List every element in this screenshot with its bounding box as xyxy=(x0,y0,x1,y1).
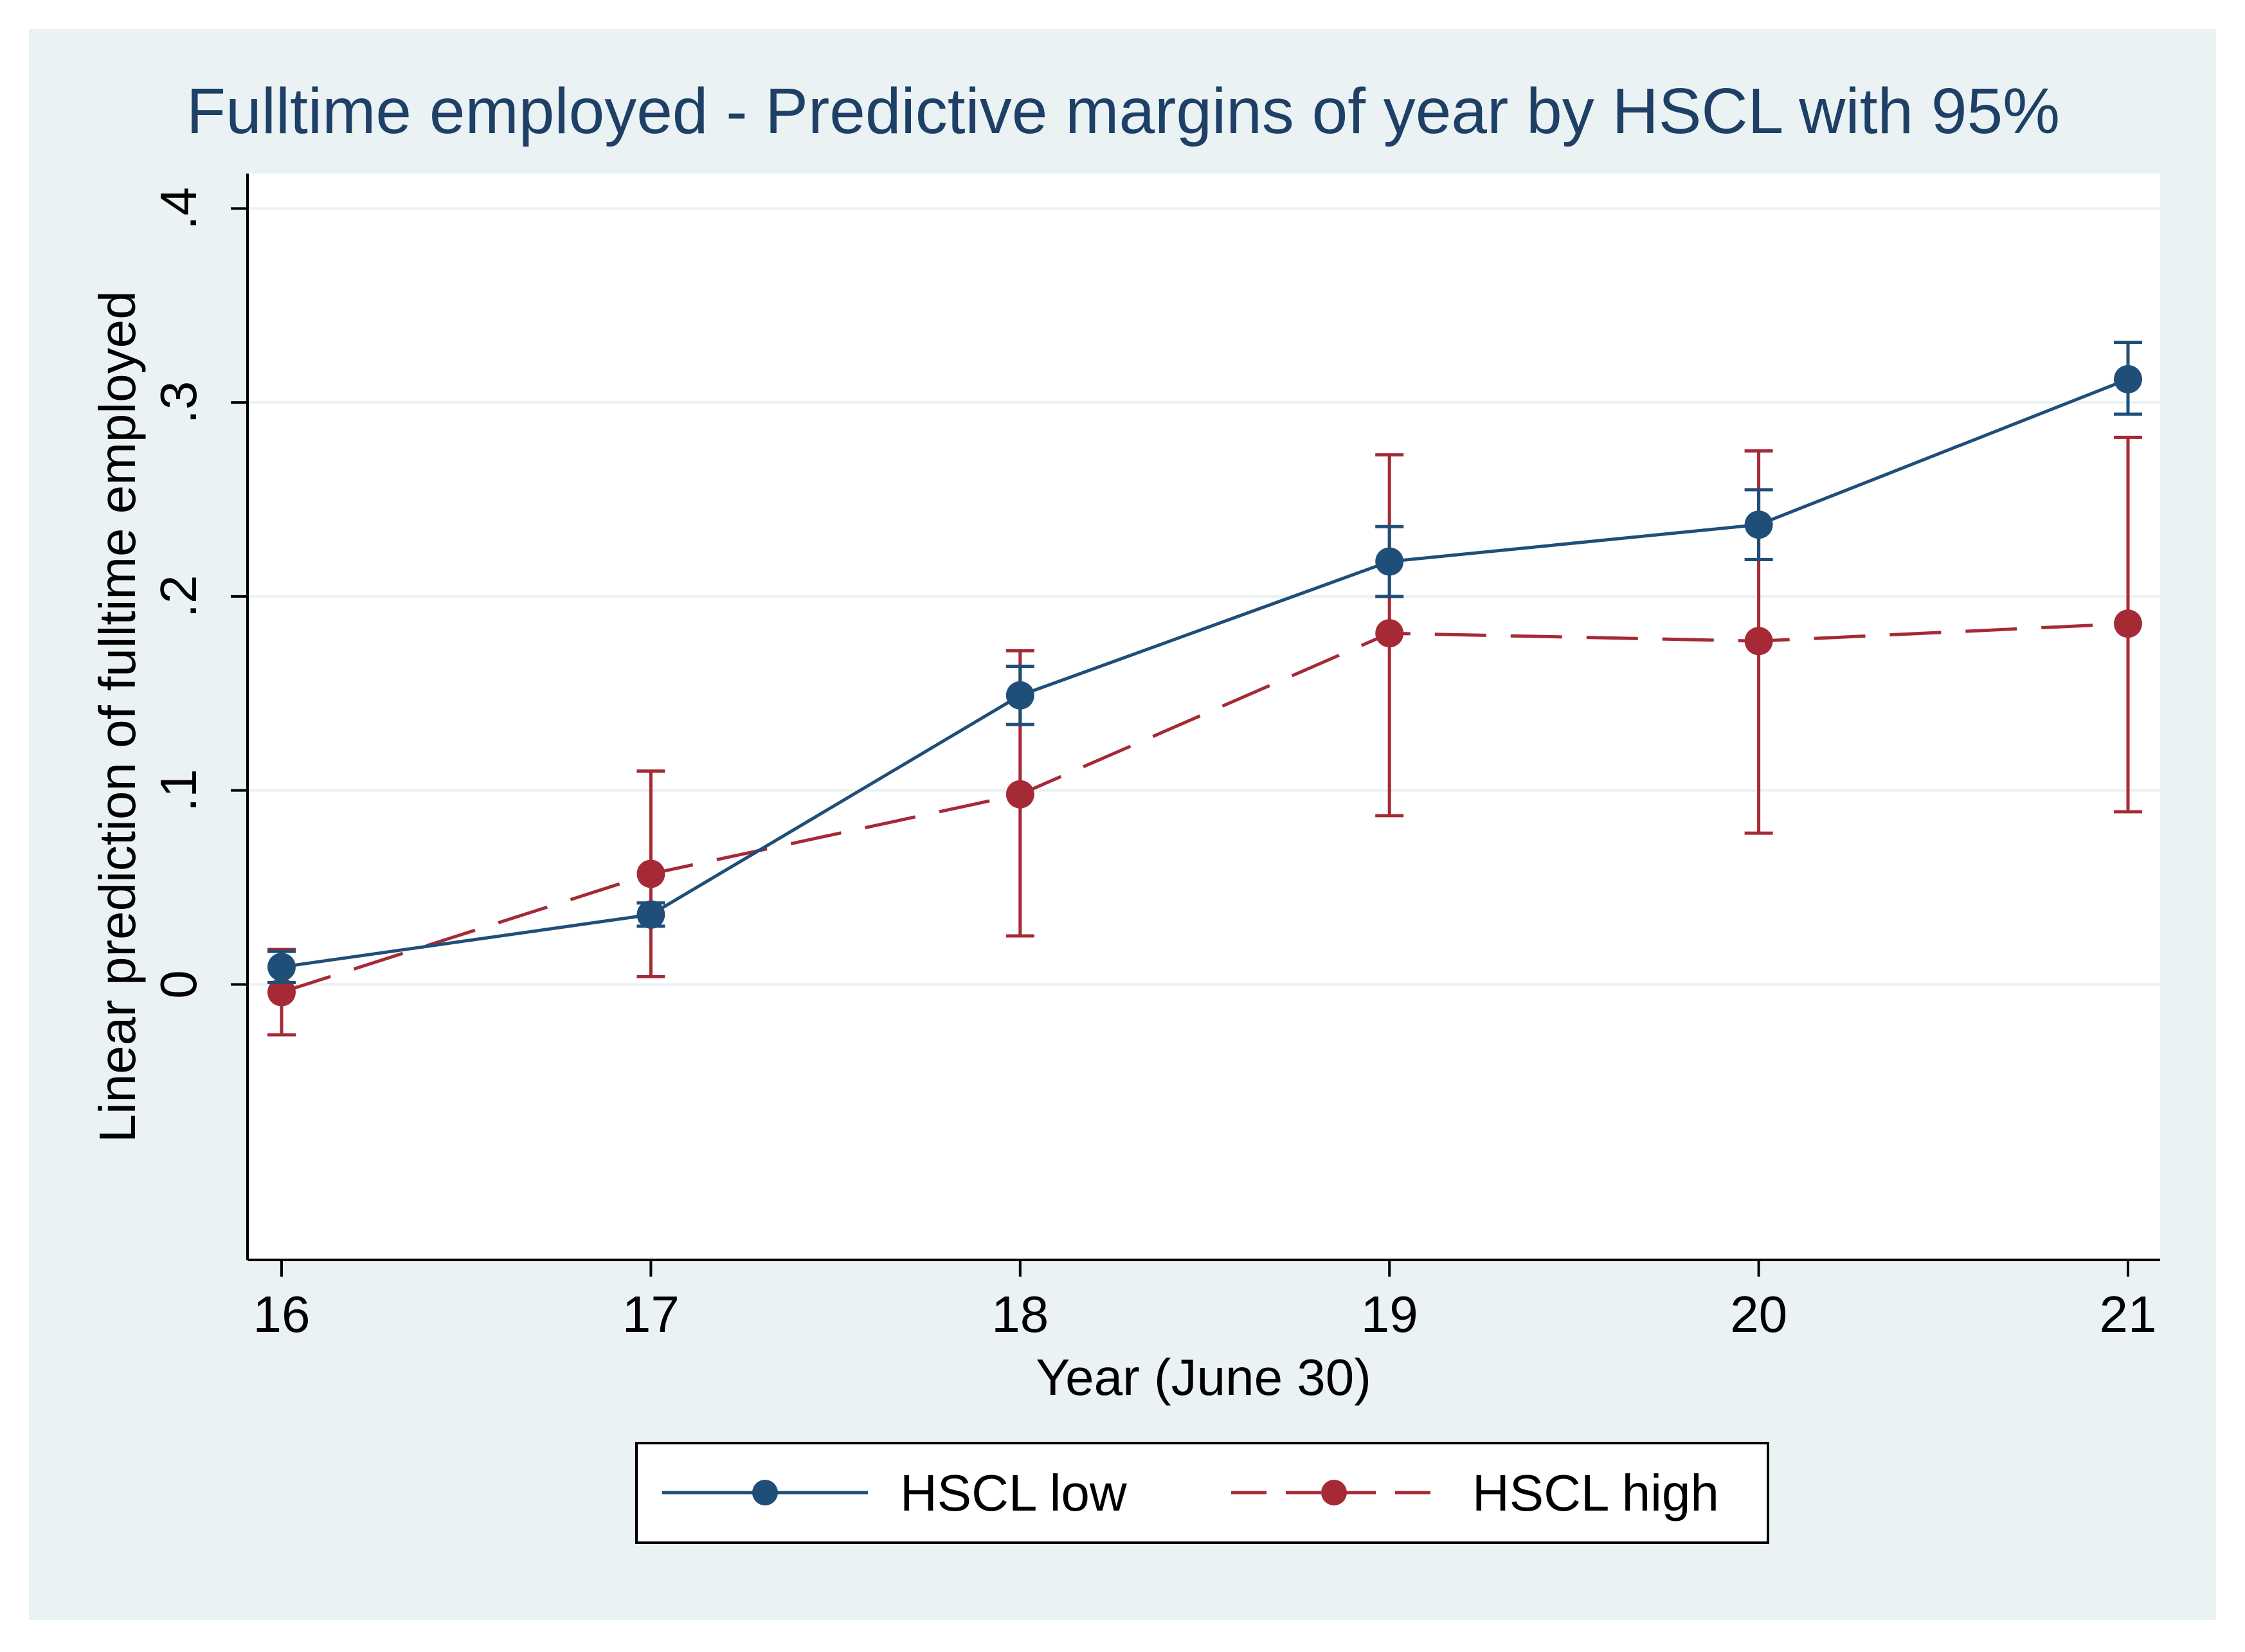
data-point-hscl-low xyxy=(1375,547,1404,576)
y-axis-label: Linear prediction of fulltime employed xyxy=(89,291,146,1142)
x-tick-label: 17 xyxy=(622,1286,680,1343)
series-hscl-high xyxy=(267,435,2142,1037)
x-tick-label: 19 xyxy=(1361,1286,1418,1343)
data-point-hscl-high xyxy=(1375,619,1404,648)
gridlines xyxy=(248,207,2160,986)
x-tick-label: 21 xyxy=(2100,1286,2157,1343)
x-tick-label: 18 xyxy=(991,1286,1049,1343)
plot-area xyxy=(248,174,2160,1260)
axes: 0 .1 .2 .3 .4 16 17 18 19 20 21 xyxy=(150,174,2160,1343)
data-point-hscl-high xyxy=(2114,609,2142,638)
data-point-hscl-high xyxy=(1005,780,1034,809)
legend: HSCL low HSCL high xyxy=(635,1442,1769,1544)
data-point-hscl-high xyxy=(1744,627,1773,656)
x-axis-label: Year (June 30) xyxy=(1036,1349,1371,1406)
data-point-hscl-low xyxy=(2114,364,2142,393)
y-tick-label: .2 xyxy=(150,575,207,618)
y-tick-label: .4 xyxy=(150,187,207,230)
data-series xyxy=(267,341,2142,1037)
data-point-hscl-low xyxy=(636,900,665,929)
data-point-hscl-high xyxy=(636,859,665,888)
data-point-hscl-low xyxy=(267,953,296,982)
y-tick-label: 0 xyxy=(150,970,207,999)
legend-label-hscl-high: HSCL high xyxy=(1472,1464,1719,1522)
legend-marker-hscl-low xyxy=(752,1480,778,1505)
series-line-hscl-high xyxy=(281,622,2129,994)
series-line-hscl-low xyxy=(281,377,2129,969)
legend-label-hscl-low: HSCL low xyxy=(900,1464,1127,1522)
x-tick-label: 16 xyxy=(253,1286,311,1343)
x-tick-label: 20 xyxy=(1730,1286,1787,1343)
y-tick-label: .1 xyxy=(150,769,207,812)
data-point-hscl-low xyxy=(1744,510,1773,539)
chart-title: Fulltime employed - Predictive margins o… xyxy=(186,75,2060,147)
y-tick-label: .3 xyxy=(150,381,207,424)
series-hscl-low xyxy=(267,341,2142,984)
data-point-hscl-low xyxy=(1005,681,1034,710)
data-point-hscl-high xyxy=(267,978,296,1007)
legend-marker-hscl-high xyxy=(1321,1480,1347,1505)
